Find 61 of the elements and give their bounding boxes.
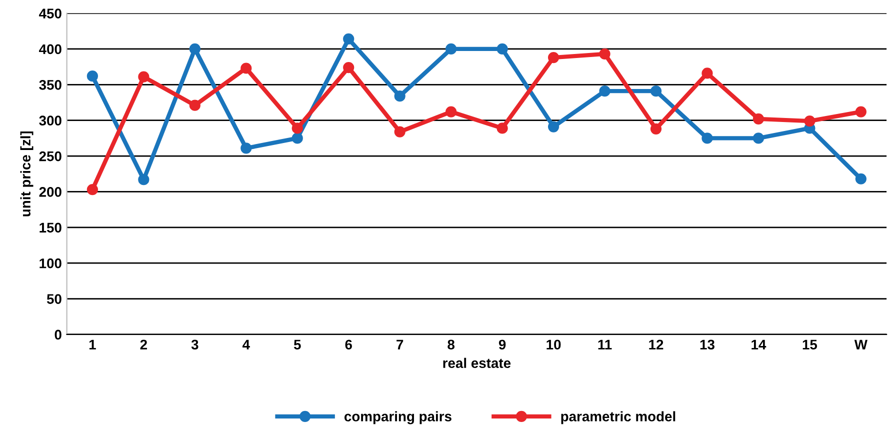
x-tick-label: 11 [598, 340, 612, 350]
x-tick-label: 7 [396, 340, 404, 350]
point [394, 126, 406, 138]
point [343, 62, 354, 74]
point [138, 174, 150, 186]
point [855, 173, 866, 184]
x-tick-label: 4 [242, 340, 250, 350]
point [189, 100, 200, 111]
point [138, 71, 150, 82]
point [292, 122, 303, 134]
y-tick-label: 250 [39, 151, 62, 162]
point [394, 90, 406, 102]
point [599, 48, 610, 60]
y-tick-label: 400 [39, 44, 62, 54]
y-tick-label: 150 [40, 222, 62, 233]
y-tick-label: 50 [46, 294, 62, 304]
x-tick-label: 15 [802, 340, 818, 350]
y-tick-label: 100 [40, 258, 62, 268]
point [343, 33, 354, 45]
point [702, 68, 713, 79]
point [189, 43, 200, 55]
point [650, 123, 662, 134]
x-tick-label: 5 [294, 340, 301, 350]
x-tick-label: 2 [140, 340, 147, 350]
x-tick-label: 3 [191, 340, 198, 350]
point [86, 184, 98, 196]
x-tick-label: 9 [498, 340, 506, 350]
point [446, 106, 457, 118]
x-tick-label: 13 [700, 340, 714, 350]
x-tick-label: 10 [546, 340, 561, 350]
point [496, 122, 508, 134]
x-tick-label: 12 [649, 340, 664, 350]
y-tick-label: 0 [54, 330, 62, 340]
x-tick-label: 1 [89, 340, 96, 350]
y-tick-label: 350 [39, 80, 62, 90]
x-tick-label: W [854, 340, 868, 350]
legend-label: comparing pairs [344, 411, 452, 424]
point [240, 142, 252, 154]
point [804, 116, 816, 127]
y-tick-label: 200 [39, 187, 62, 197]
point [702, 132, 713, 144]
x-tick-label: 14 [752, 340, 766, 350]
point [86, 70, 98, 82]
point [292, 132, 303, 144]
x-axis-title: real estate [443, 358, 511, 368]
point [752, 132, 764, 144]
point [548, 52, 560, 64]
point [548, 121, 560, 132]
point [496, 43, 508, 55]
point [240, 62, 252, 74]
x-tick-label: 6 [345, 340, 352, 350]
y-tick-label: 450 [39, 8, 62, 18]
point [752, 113, 764, 124]
point [650, 86, 662, 97]
point [599, 86, 610, 97]
point [446, 43, 457, 55]
y-tick-label: 300 [39, 116, 62, 126]
point [855, 106, 866, 118]
y-axis-title: unit price [zl] [20, 131, 34, 216]
legend-label: parametric model [561, 411, 676, 424]
x-tick-label: 8 [448, 340, 455, 350]
